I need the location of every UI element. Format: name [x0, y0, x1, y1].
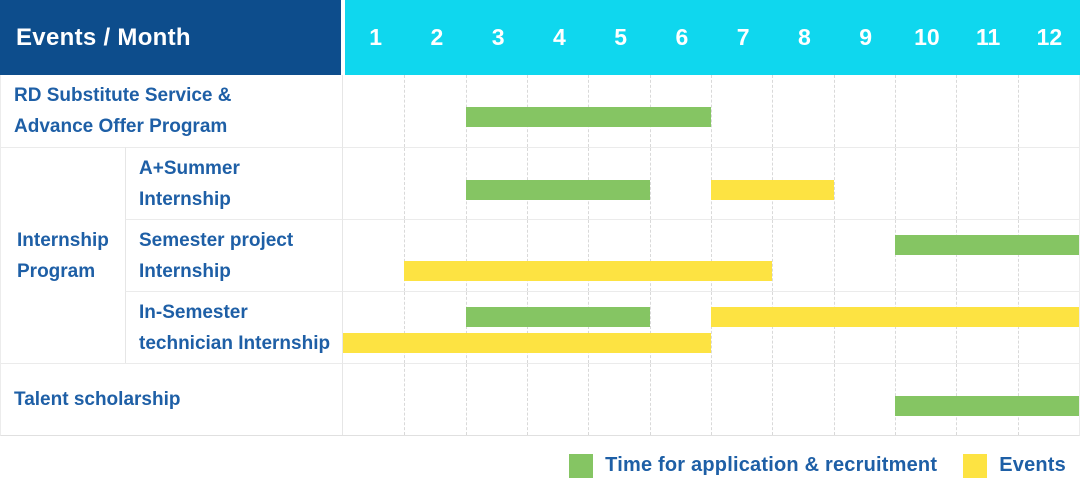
- gantt-bar-events: [343, 333, 711, 353]
- legend: Time for application & recruitment Event…: [0, 436, 1080, 494]
- gantt-bar-application: [465, 180, 650, 200]
- chart-cell-talent-scholarship: [342, 363, 1079, 435]
- gantt-bar-application: [465, 107, 711, 127]
- row-label-line: Talent scholarship: [14, 389, 181, 410]
- month-gridline: [833, 292, 835, 363]
- month-gridline: [527, 364, 528, 435]
- month-gridline: [588, 364, 590, 435]
- gantt-body: RD Substitute Service & Advance Offer Pr…: [0, 75, 1080, 436]
- gantt-bar-application: [895, 396, 1079, 416]
- month-gridline: [649, 364, 651, 435]
- gantt-bar-application: [895, 235, 1079, 255]
- legend-label: Time for application & recruitment: [605, 454, 938, 476]
- month-gridline: [833, 220, 835, 291]
- month-gridline: [772, 75, 774, 147]
- legend-item-application: Time for application & recruitment: [569, 453, 938, 478]
- month-gridline: [465, 220, 467, 291]
- month-gridline: [404, 220, 406, 291]
- group-label-line: Program: [17, 260, 96, 282]
- month-gridline: [649, 292, 651, 363]
- row-label-a-plus-summer: A+Summer Internship: [125, 147, 342, 219]
- month-header-8: 8: [797, 24, 811, 50]
- month-gridline: [772, 292, 774, 363]
- month-gridline: [711, 364, 712, 435]
- row-label-line: RD Substitute Service &: [14, 85, 232, 106]
- month-gridline: [1017, 75, 1019, 147]
- yellow-swatch-icon: [963, 453, 988, 478]
- month-header-7: 7: [736, 24, 750, 50]
- month-gridline: [649, 148, 651, 219]
- month-gridline: [895, 292, 896, 363]
- row-label-rd-substitute: RD Substitute Service & Advance Offer Pr…: [1, 75, 342, 147]
- month-header-12: 12: [1036, 24, 1063, 50]
- month-gridline: [895, 148, 896, 219]
- header-divider: [341, 0, 345, 75]
- row-label-line: Internship: [139, 260, 231, 282]
- month-header-4: 4: [552, 24, 566, 50]
- row-label-line: Internship: [139, 188, 231, 210]
- month-header-1: 1: [369, 24, 383, 50]
- month-gridline: [772, 364, 774, 435]
- month-gridline: [895, 75, 896, 147]
- month-header-9: 9: [859, 24, 873, 50]
- events-month-header: Events / Month: [0, 0, 341, 75]
- legend-label: Events: [999, 454, 1066, 476]
- green-swatch-icon: [569, 453, 594, 478]
- legend-item-events: Events: [963, 453, 1066, 478]
- month-gridline: [465, 364, 467, 435]
- month-header-5: 5: [614, 24, 628, 50]
- row-label-line: technician Internship: [139, 332, 331, 354]
- month-gridline: [404, 364, 406, 435]
- month-gridline: [465, 292, 467, 363]
- row-label-line: Advance Offer Program: [14, 116, 228, 137]
- month-header-2: 2: [430, 24, 444, 50]
- row-label-line: Semester project: [139, 229, 294, 251]
- month-gridline: [404, 292, 406, 363]
- chart-cell-in-semester-technician: [342, 291, 1079, 363]
- month-gridline: [833, 75, 835, 147]
- month-header-6: 6: [675, 24, 689, 50]
- gantt-bar-application: [465, 307, 650, 327]
- gantt-bar-events: [404, 261, 773, 281]
- month-gridline: [527, 292, 528, 363]
- row-label-in-semester-technician: In-Semester technician Internship: [125, 291, 342, 363]
- month-gridline: [711, 220, 712, 291]
- month-gridline: [1017, 148, 1019, 219]
- month-gridline: [527, 220, 528, 291]
- chart-cell-rd-substitute: [342, 75, 1079, 147]
- row-label-line: A+Summer: [139, 157, 240, 179]
- row-label-talent-scholarship: Talent scholarship: [1, 363, 342, 435]
- gantt-bar-events: [711, 307, 1079, 327]
- month-gridline: [956, 220, 958, 291]
- month-gridline: [404, 75, 406, 147]
- month-gridline: [833, 148, 835, 219]
- month-gridline: [833, 364, 835, 435]
- month-gridline: [1017, 292, 1019, 363]
- month-gridline: [772, 220, 774, 291]
- row-label-semester-project: Semester project Internship: [125, 219, 342, 291]
- row-label-line: In-Semester: [139, 301, 248, 323]
- month-header-11: 11: [975, 24, 1001, 50]
- group-label-internship-program: Internship Program: [1, 147, 125, 363]
- month-gridline: [711, 292, 712, 363]
- month-gridline: [895, 220, 896, 291]
- table-header-row: Events / Month 1 2 3 4 5 6 7 8 9 10 11 12: [0, 0, 1080, 75]
- gantt-bar-events: [711, 180, 834, 200]
- month-gridline: [588, 220, 590, 291]
- chart-cell-a-plus-summer: [342, 147, 1079, 219]
- month-gridline: [956, 148, 958, 219]
- month-gridline: [711, 75, 712, 147]
- month-header-3: 3: [491, 24, 505, 50]
- month-gridline: [956, 292, 958, 363]
- month-gridline: [588, 292, 590, 363]
- group-label-line: Internship: [17, 229, 109, 251]
- month-header-strip: 1 2 3 4 5 6 7 8 9 10 11 12: [345, 0, 1080, 75]
- month-gridline: [1017, 220, 1019, 291]
- month-gridline: [649, 220, 651, 291]
- chart-cell-semester-project: [342, 219, 1079, 291]
- month-header-10: 10: [914, 24, 940, 50]
- month-gridline: [956, 75, 958, 147]
- month-gridline: [404, 148, 406, 219]
